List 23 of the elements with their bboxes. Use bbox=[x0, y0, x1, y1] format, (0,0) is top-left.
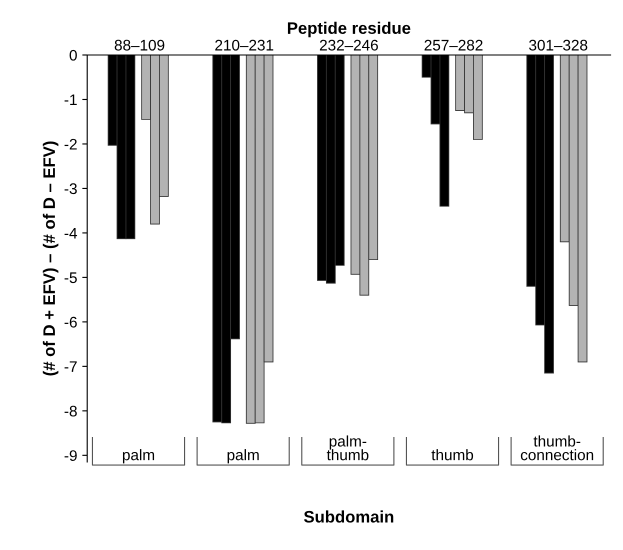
annotation: palm- thumb bbox=[326, 435, 368, 460]
y-tick-label: -2 bbox=[64, 138, 77, 150]
y-tick-label: -8 bbox=[64, 406, 77, 417]
y-tick-label: -5 bbox=[64, 272, 77, 284]
annotation: palm bbox=[228, 449, 259, 464]
y-tick-label: -3 bbox=[64, 183, 77, 194]
y-axis-title: (# of D + EFV) – (# of D – EFV) bbox=[42, 141, 58, 376]
annotation: palm bbox=[122, 449, 154, 464]
annotation: thumb bbox=[432, 449, 474, 460]
annotation: thumb- connection bbox=[520, 435, 594, 460]
x-tick-label: 88–109 bbox=[114, 40, 164, 51]
y-tick-label: -7 bbox=[64, 361, 77, 372]
x-tick-label: 210–231 bbox=[215, 40, 274, 51]
x-axis-title: Subdomain bbox=[304, 510, 394, 523]
y-tick-label: 0 bbox=[70, 50, 77, 61]
y-tick-label: -6 bbox=[64, 316, 77, 328]
x-tick-label: 232–246 bbox=[320, 40, 378, 51]
y-tick-label: -9 bbox=[64, 450, 77, 462]
y-tick-label: -1 bbox=[64, 94, 77, 106]
x2-axis-title: Peptide residue bbox=[288, 22, 410, 38]
y-tick-label: -4 bbox=[64, 228, 78, 238]
x-tick-label: 257–282 bbox=[424, 40, 483, 51]
x-tick-label: 301–328 bbox=[529, 40, 588, 51]
